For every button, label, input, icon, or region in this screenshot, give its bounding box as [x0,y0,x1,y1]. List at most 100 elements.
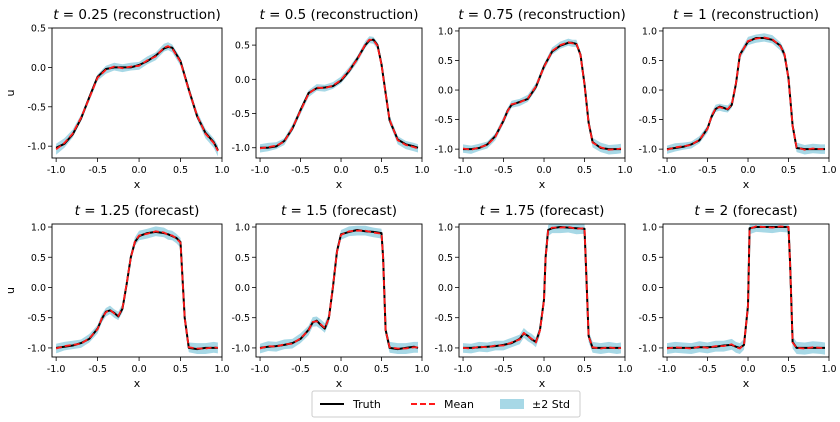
x-tick-label: 0.0 [740,364,755,375]
x-tick-label: -0.5 [291,165,310,176]
x-tick-label: 1.0 [821,364,836,375]
y-tick-label: -0.5 [434,115,453,126]
legend-mean-label: Mean [444,398,474,411]
title-variable: t [281,203,287,219]
std-band [667,33,825,155]
y-tick-label: -1.0 [434,343,453,354]
x-tick-label: -1.0 [251,364,270,375]
y-tick-label: 0.5 [642,253,657,264]
y-tick-label: -0.5 [638,115,657,126]
subplot-plot-area [666,33,825,155]
x-tick-label: 0.5 [173,165,188,176]
y-tick-label: -1.0 [638,145,657,156]
x-tick-label: 0.5 [374,165,389,176]
subplot-plot-area [666,224,826,355]
title-mode: (forecast) [732,203,797,219]
y-tick-label: 1.0 [31,223,46,234]
y-tick-label: 0.5 [438,253,453,264]
subplot-title: t = 2 (forecast) [694,203,797,219]
truth-line [55,230,218,351]
subplot-title: t = 1.25 (forecast) [75,203,200,219]
legend-truth-label: Truth [352,398,381,411]
title-time: = 2 [700,203,733,219]
mean-line [666,225,826,350]
title-variable: t [260,7,266,23]
subplot-plot-area [259,225,419,354]
title-variable: t [673,7,679,23]
title-variable: t [480,203,486,219]
subplot-title: t = 1 (reconstruction) [673,7,819,23]
title-mode: (reconstruction) [113,7,221,23]
x-tick-label: 0.5 [173,364,188,375]
y-axis-label: u [4,287,17,294]
title-mode: (forecast) [134,203,199,219]
axes-frame [255,223,423,358]
legend: Truth Mean ±2 Std [311,390,581,418]
y-tick-label: -0.5 [638,313,657,324]
title-time: = 1 [678,7,711,23]
axes-frame [51,223,223,358]
x-tick-label: -0.5 [291,364,310,375]
x-tick-label: 1.0 [617,165,632,176]
y-tick-label: 0.0 [438,283,453,294]
x-tick-label: 0.5 [374,364,389,375]
title-time: = 1.25 [80,203,134,219]
subplot-grid: -1.0 -0.5 0.0 0.5 1.0 0.5 0.0 -0.5 -1.0 x u t = 0.2… [4,7,837,390]
subplot-plot-area [55,226,219,354]
x-tick-label: 0.0 [132,364,147,375]
title-time: = 1.5 [286,203,332,219]
mean-line [666,36,825,151]
title-time: = 0.5 [265,7,311,23]
y-tick-label: 0.5 [642,56,657,67]
y-tick-label: 0.5 [438,56,453,67]
y-tick-label: -1.0 [434,145,453,156]
mean-line [462,226,622,350]
x-axis-label: x [539,377,546,390]
subplot-plot-area [259,36,419,153]
x-axis-label: x [743,178,750,191]
axes-frame [458,27,626,159]
x-tick-label: -1.0 [658,364,677,375]
x-tick-label: -0.5 [494,364,513,375]
x-tick-label: 1.0 [214,364,229,375]
y-tick-label: 0.0 [642,283,657,294]
title-variable: t [694,203,700,219]
std-band [56,42,218,157]
x-tick-label: 1.0 [821,165,836,176]
x-tick-label: 0.0 [740,165,755,176]
subplot-5: -1.0 -0.5 0.0 0.5 1.0 1.0 0.5 0.0 -0.5 -1.0 x u t = … [4,203,230,390]
x-tick-label: 1.0 [617,364,632,375]
x-axis-label: x [336,377,343,390]
title-time: = 0.25 [59,7,113,23]
y-tick-label: -1.0 [27,343,46,354]
x-tick-label: 0.0 [536,165,551,176]
subplot-2: -1.0 -0.5 0.0 0.5 1.0 0.5 0.0 -0.5 -1.0 x t = 0.5 … [231,7,429,191]
std-band [463,38,621,155]
y-tick-label: -0.5 [231,109,250,120]
y-tick-label: 0.5 [31,24,46,35]
legend-std-label: ±2 Std [532,398,570,411]
y-tick-label: 0.5 [235,253,250,264]
y-tick-label: 1.0 [642,26,657,37]
x-axis-label: x [134,377,141,390]
axes-frame [51,27,223,159]
axes-frame [458,223,626,358]
subplot-7: -1.0 -0.5 0.0 0.5 1.0 1.0 0.5 0.0 -0.5 -1.0 x t = 1… [434,203,632,390]
y-tick-label: 0.5 [235,41,250,52]
std-band [463,224,621,354]
x-axis-label: x [336,178,343,191]
truth-line [463,41,621,151]
x-tick-label: 0.5 [577,165,592,176]
subplot-title: t = 0.25 (reconstruction) [53,7,221,23]
subplot-plot-area [462,38,622,155]
legend-frame [311,390,581,418]
y-tick-label: 0.0 [235,283,250,294]
truth-line [463,226,621,349]
x-tick-label: 0.5 [781,165,796,176]
x-tick-label: -1.0 [658,165,677,176]
mean-line [55,230,219,350]
x-tick-label: -1.0 [47,165,66,176]
x-tick-label: -1.0 [454,364,473,375]
x-axis-label: x [134,178,141,191]
x-axis-label: x [539,178,546,191]
